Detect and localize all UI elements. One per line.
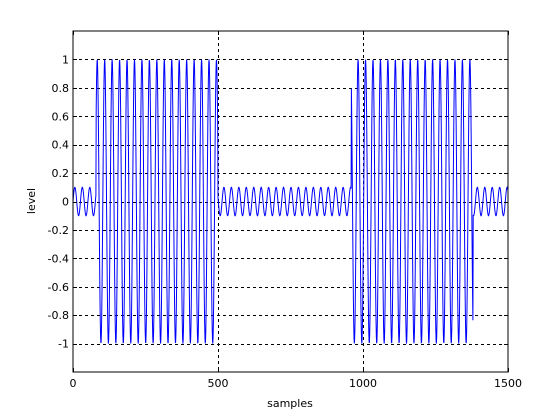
x-tick-label: 0 <box>70 377 77 390</box>
y-tick-label: -0.8 <box>48 309 69 322</box>
x-axis-label: samples <box>267 397 313 410</box>
y-tick-label: 0 <box>62 196 69 209</box>
plot-frame <box>72 30 509 373</box>
signal-line <box>72 59 509 344</box>
y-tick-label: -0.4 <box>48 252 69 265</box>
y-tick-label: -0.2 <box>48 224 69 237</box>
tick-marks <box>73 31 509 372</box>
x-tick-label: 500 <box>208 377 229 390</box>
y-tick-label: 1 <box>62 53 69 66</box>
y-axis-label: level <box>25 188 38 214</box>
y-tick-label: -0.6 <box>48 281 69 294</box>
y-tick-label: 0.8 <box>52 82 70 95</box>
y-tick-label: 0.2 <box>52 167 70 180</box>
x-tick-label: 1500 <box>494 377 522 390</box>
x-tick-label: 1000 <box>349 377 377 390</box>
tick-labels: 0 500 1000 1500 -1 -0.8 -0.6 -0.4 -0.2 0 0.2 0.4 0.6… <box>48 53 522 390</box>
y-tick-label: 0.4 <box>52 139 70 152</box>
y-tick-label: -1 <box>58 338 69 351</box>
y-tick-label: 0.6 <box>52 110 70 123</box>
